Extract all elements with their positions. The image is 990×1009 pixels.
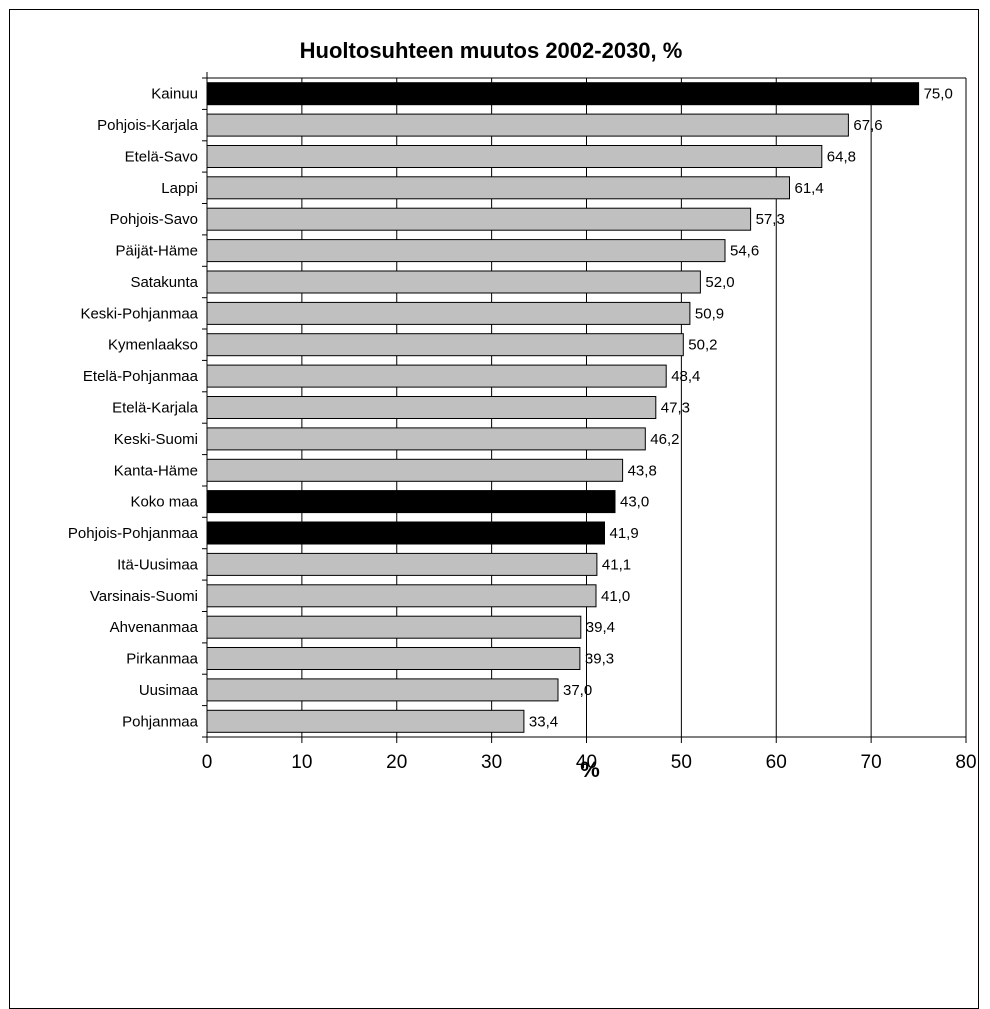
bar: [207, 522, 605, 544]
x-tick-label: 60: [766, 752, 787, 773]
chart-frame: Huoltosuhteen muutos 2002-2030, % Kainuu…: [9, 9, 979, 1009]
value-label: 52,0: [705, 274, 734, 291]
bar: [207, 679, 558, 701]
category-label: Ahvenanmaa: [110, 619, 199, 636]
value-label: 50,9: [695, 305, 724, 322]
bar: [207, 491, 615, 513]
bar: [207, 585, 596, 607]
value-label: 54,6: [730, 243, 759, 260]
bar: [207, 648, 580, 670]
bar: [207, 83, 919, 105]
x-tick-label: 20: [386, 752, 407, 773]
value-label: 64,8: [827, 149, 856, 166]
category-label: Kymenlaakso: [108, 337, 198, 354]
category-label: Varsinais-Suomi: [90, 588, 198, 605]
category-label: Kainuu: [151, 86, 198, 103]
bar: [207, 334, 683, 356]
bar: [207, 397, 656, 419]
value-label: 47,3: [661, 400, 690, 417]
category-label: Koko maa: [130, 494, 198, 511]
bar-chart: Huoltosuhteen muutos 2002-2030, % Kainuu…: [10, 10, 980, 1000]
x-tick-label: 50: [671, 752, 692, 773]
x-tick-label: 0: [202, 752, 213, 773]
value-label: 41,1: [602, 556, 631, 573]
category-label: Pirkanmaa: [126, 651, 198, 668]
category-label: Lappi: [161, 180, 198, 197]
category-label: Etelä-Savo: [125, 149, 198, 166]
bar: [207, 240, 725, 262]
category-label: Päijät-Häme: [115, 243, 198, 260]
bar: [207, 710, 524, 732]
value-label: 67,6: [853, 117, 882, 134]
x-tick-label: 80: [955, 752, 976, 773]
value-label: 43,0: [620, 494, 649, 511]
category-label: Kanta-Häme: [114, 462, 198, 479]
bar: [207, 428, 645, 450]
value-label: 46,2: [650, 431, 679, 448]
value-label: 39,4: [586, 619, 615, 636]
category-label: Keski-Suomi: [114, 431, 198, 448]
value-label: 57,3: [756, 211, 785, 228]
x-tick-label: 10: [291, 752, 312, 773]
x-tick-label: 30: [481, 752, 502, 773]
category-label: Keski-Pohjanmaa: [80, 305, 198, 322]
value-label: 37,0: [563, 682, 592, 699]
bar: [207, 616, 581, 638]
value-label: 39,3: [585, 651, 614, 668]
category-label: Pohjanmaa: [122, 713, 199, 730]
value-label: 61,4: [795, 180, 824, 197]
x-tick-label: 70: [861, 752, 882, 773]
chart-title: Huoltosuhteen muutos 2002-2030, %: [300, 38, 683, 63]
bar: [207, 271, 700, 293]
bar: [207, 459, 623, 481]
value-label: 41,9: [610, 525, 639, 542]
category-label: Pohjois-Pohjanmaa: [68, 525, 199, 542]
bar: [207, 208, 751, 230]
category-label: Pohjois-Savo: [110, 211, 198, 228]
bar: [207, 553, 597, 575]
category-label: Etelä-Karjala: [112, 400, 199, 417]
category-label: Satakunta: [130, 274, 198, 291]
value-label: 43,8: [628, 462, 657, 479]
value-label: 41,0: [601, 588, 630, 605]
bar: [207, 146, 822, 168]
category-label: Etelä-Pohjanmaa: [83, 368, 199, 385]
value-label: 48,4: [671, 368, 700, 385]
category-label: Uusimaa: [139, 682, 199, 699]
value-label: 33,4: [529, 713, 558, 730]
value-label: 75,0: [924, 86, 953, 103]
bar: [207, 177, 790, 199]
bar: [207, 114, 848, 136]
value-label: 50,2: [688, 337, 717, 354]
bar: [207, 302, 690, 324]
category-label: Itä-Uusimaa: [117, 556, 199, 573]
bar: [207, 365, 666, 387]
x-axis-label: %: [580, 757, 600, 782]
category-label: Pohjois-Karjala: [97, 117, 199, 134]
